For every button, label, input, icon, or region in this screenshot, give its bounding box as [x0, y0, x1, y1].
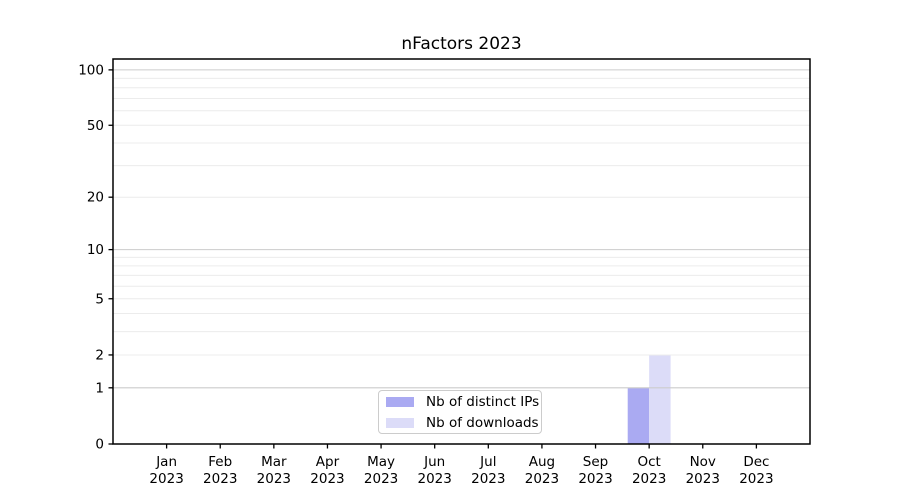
x-tick-label-year: 2023 [257, 471, 291, 487]
y-tick-label: 100 [78, 62, 104, 78]
x-tick-label-year: 2023 [525, 471, 559, 487]
x-tick-label-year: 2023 [203, 471, 237, 487]
x-tick-label-year: 2023 [471, 471, 505, 487]
legend-label-downloads: Nb of downloads [426, 414, 539, 431]
x-tick-label-year: 2023 [364, 471, 398, 487]
y-tick-label: 1 [95, 380, 104, 396]
bar-nb-of-downloads-oct [649, 354, 671, 444]
x-tick-label-year: 2023 [418, 471, 452, 487]
legend-label-distinct-ips: Nb of distinct IPs [426, 393, 540, 410]
y-tick-label: 0 [95, 437, 104, 453]
x-tick-label-month: Jun [423, 454, 445, 470]
legend: Nb of distinct IPs Nb of downloads [378, 390, 542, 434]
legend-swatch-distinct-ips [386, 396, 414, 407]
x-tick-label-year: 2023 [578, 471, 612, 487]
legend-item-downloads: Nb of downloads [386, 414, 541, 432]
x-tick-label-month: Nov [690, 454, 716, 470]
x-tick-label-year: 2023 [686, 471, 720, 487]
x-tick-label-year: 2023 [632, 471, 666, 487]
plot-border [112, 58, 811, 445]
x-tick-label-month: Aug [529, 454, 555, 470]
y-tick-label: 10 [87, 242, 104, 258]
y-tick-label: 2 [95, 347, 104, 363]
x-tick-label-month: Dec [743, 454, 769, 470]
chart-title: nFactors 2023 [401, 34, 522, 54]
y-tick-label: 50 [87, 118, 104, 134]
y-tick-label: 20 [87, 190, 104, 206]
legend-item-distinct-ips: Nb of distinct IPs [386, 393, 541, 411]
x-tick-label-year: 2023 [739, 471, 773, 487]
bar-nb-of-distinct-ips-oct [627, 387, 650, 444]
x-tick-label-month: May [367, 454, 395, 470]
x-tick-label-year: 2023 [149, 471, 183, 487]
x-tick-label-month: Feb [208, 454, 232, 470]
x-tick-label-month: Apr [316, 454, 340, 470]
legend-swatch-downloads [386, 417, 414, 428]
y-tick-label: 5 [95, 291, 104, 307]
x-tick-label-month: Sep [583, 454, 608, 470]
x-tick-label-year: 2023 [310, 471, 344, 487]
x-tick-label-month: Mar [261, 454, 287, 470]
x-tick-label-month: Jan [155, 454, 177, 470]
x-tick-label-month: Jul [479, 454, 496, 470]
x-tick-label-month: Oct [637, 454, 660, 470]
